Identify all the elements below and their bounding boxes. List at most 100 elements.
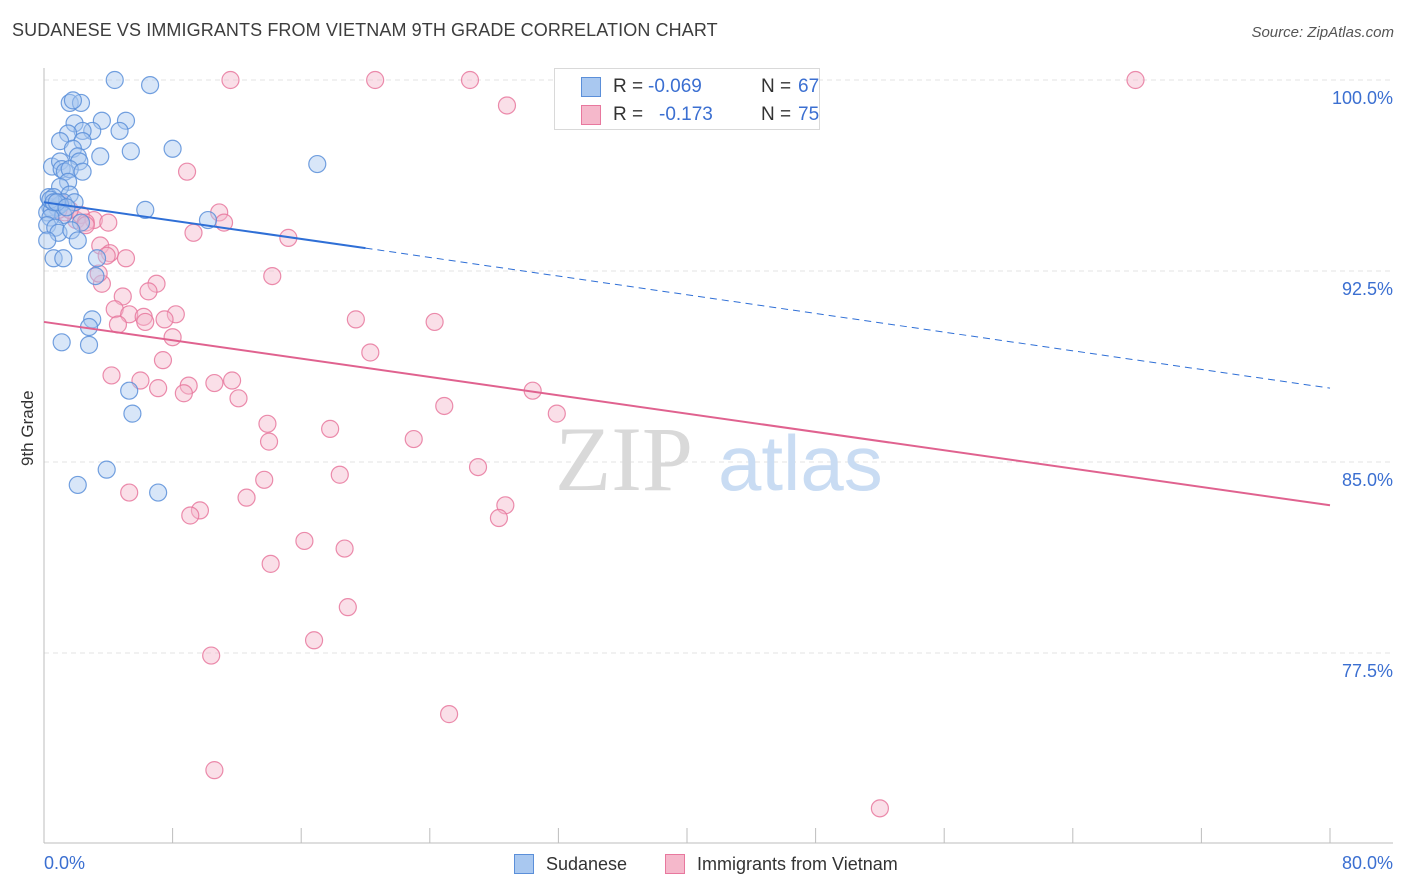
- data-point: [222, 371, 242, 390]
- data-point: [221, 70, 240, 90]
- data-point: [163, 139, 182, 158]
- data-point: [205, 373, 224, 393]
- bottom-legend-swatch-blue: [514, 854, 534, 874]
- data-point: [155, 310, 174, 329]
- data-point: [91, 147, 110, 166]
- data-point: [116, 249, 136, 268]
- data-point: [304, 631, 324, 650]
- legend-swatch-blue: [581, 77, 601, 97]
- data-point: [547, 404, 566, 423]
- data-point: [50, 152, 70, 171]
- legend-n-label: N =: [761, 76, 792, 97]
- y-tick-label: 77.5%: [1342, 661, 1393, 681]
- sudanese-trend-solid: [43, 201, 366, 250]
- watermark-atlas: atlas: [718, 419, 883, 507]
- data-point: [258, 414, 277, 433]
- data-point: [153, 351, 173, 370]
- data-point: [237, 488, 256, 507]
- data-point: [330, 465, 349, 484]
- data-point: [99, 213, 118, 232]
- data-point: [1126, 70, 1145, 90]
- bottom-legend-label: Immigrants from Vietnam: [697, 854, 898, 874]
- data-point: [140, 75, 160, 95]
- vietnam-points: [49, 70, 1145, 818]
- data-point: [181, 506, 200, 525]
- data-point: [44, 249, 63, 268]
- bottom-legend-label: Sudanese: [546, 854, 628, 874]
- data-point: [136, 200, 155, 219]
- data-point: [177, 162, 197, 181]
- x-tick-label-left: 0.0%: [44, 853, 85, 873]
- data-point: [335, 539, 354, 558]
- x-tick-labels: 0.0% 80.0%: [44, 853, 1393, 873]
- data-point: [460, 70, 480, 90]
- data-point: [139, 282, 158, 301]
- data-point: [259, 432, 279, 451]
- legend-n-value: 67: [798, 76, 820, 97]
- data-point: [404, 429, 423, 449]
- y-tick-label: 92.5%: [1342, 279, 1393, 299]
- data-point: [87, 249, 107, 268]
- data-point: [163, 328, 182, 347]
- data-point: [110, 121, 129, 141]
- data-point: [366, 70, 385, 90]
- data-point: [229, 389, 248, 408]
- chart-title: SUDANESE VS IMMIGRANTS FROM VIETNAM 9TH …: [12, 20, 718, 40]
- watermark-zip: ZIP: [555, 408, 693, 510]
- data-point: [870, 799, 890, 818]
- data-point: [205, 761, 224, 780]
- data-point: [131, 371, 150, 390]
- data-point: [38, 231, 57, 250]
- data-point: [439, 705, 459, 724]
- data-point: [57, 198, 76, 217]
- data-point: [52, 333, 71, 352]
- y-tick-labels: 100.0% 92.5% 85.0% 77.5%: [1332, 88, 1393, 681]
- legend-r-value: -0.173: [659, 104, 713, 125]
- data-point: [71, 213, 91, 232]
- data-point: [308, 154, 327, 174]
- data-point: [149, 483, 168, 502]
- data-point: [295, 531, 314, 551]
- data-point: [116, 111, 136, 130]
- data-point: [174, 384, 193, 403]
- y-tick-label: 85.0%: [1342, 470, 1393, 490]
- data-point: [255, 470, 274, 489]
- data-point: [321, 419, 340, 438]
- data-point: [73, 121, 92, 141]
- data-point: [120, 381, 139, 400]
- data-point: [121, 142, 140, 161]
- data-point: [361, 343, 380, 362]
- trend-lines: [43, 201, 1331, 507]
- data-point: [62, 221, 81, 240]
- data-point: [102, 366, 121, 385]
- data-point: [263, 266, 282, 286]
- data-point: [202, 646, 221, 665]
- data-point: [79, 335, 99, 354]
- zipatlas-watermark: ZIP atlas: [555, 408, 883, 510]
- data-point: [68, 475, 87, 495]
- sudanese-points: [38, 70, 327, 502]
- data-point: [468, 457, 488, 477]
- data-point: [105, 300, 124, 319]
- axes: [43, 68, 1393, 844]
- data-point: [346, 310, 365, 329]
- data-point: [108, 315, 128, 334]
- data-point: [73, 162, 92, 181]
- data-point: [97, 460, 116, 479]
- y-tick-label: 100.0%: [1332, 88, 1393, 108]
- legend-r-label: R =: [613, 76, 644, 97]
- data-point: [489, 508, 509, 528]
- data-point: [63, 91, 83, 110]
- data-point: [190, 501, 210, 520]
- correlation-legend: R = -0.069 N = 67 R = -0.173 N = 75: [554, 68, 820, 130]
- bottom-legend-swatch-pink: [665, 854, 685, 874]
- x-tick-label-right: 80.0%: [1342, 853, 1393, 873]
- source-label: Source: ZipAtlas.com: [1251, 24, 1394, 41]
- data-point: [497, 96, 517, 115]
- data-point: [86, 266, 105, 286]
- data-point: [92, 274, 111, 293]
- data-point: [50, 177, 70, 197]
- data-point: [338, 598, 357, 617]
- data-point: [425, 312, 444, 332]
